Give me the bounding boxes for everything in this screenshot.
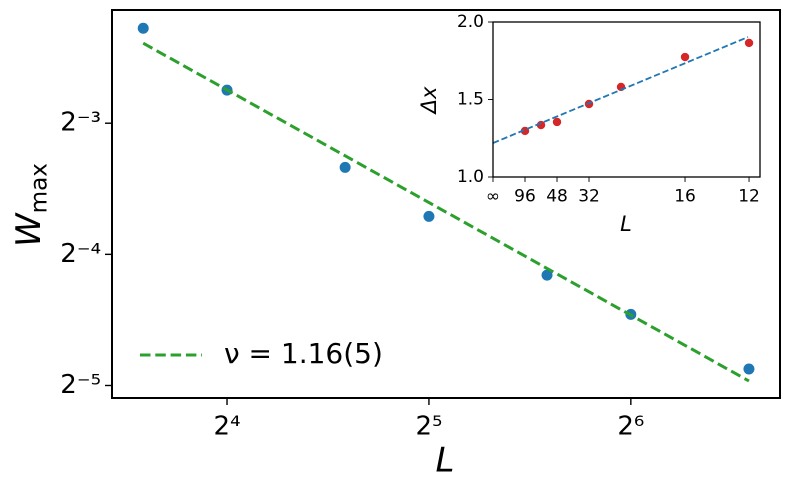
x-tick-label: 2⁶ — [617, 412, 644, 442]
data-point — [339, 161, 351, 173]
x-tick-label: 48 — [546, 186, 568, 206]
x-tick-label: 12 — [738, 186, 760, 206]
data-point — [536, 120, 546, 130]
data-point — [552, 117, 562, 127]
y-tick-label: 2⁻³ — [60, 108, 101, 138]
x-axis-label: L — [436, 441, 455, 481]
data-point — [744, 38, 754, 48]
x-tick-label: 32 — [578, 186, 600, 206]
y-tick-label: 2.0 — [457, 12, 484, 32]
y-tick-label: 1.5 — [457, 90, 484, 110]
y-tick-label: 2⁻⁴ — [60, 239, 101, 269]
x-tick-label: ∞ — [486, 186, 500, 206]
fit-line — [492, 36, 749, 144]
data-point — [743, 363, 755, 375]
x-tick-label: 16 — [674, 186, 696, 206]
x-tick-label: 2⁵ — [415, 412, 442, 442]
y-axis-label-main: W — [9, 212, 49, 247]
x-tick-label: 2⁴ — [214, 412, 241, 442]
data-point — [137, 22, 149, 34]
y-axis-label-sub: max — [26, 163, 52, 213]
y-axis-label: Δx — [417, 86, 441, 115]
y-tick-label: 2⁻⁵ — [60, 370, 101, 400]
x-axis-label: L — [620, 212, 632, 236]
fit-line — [142, 41, 750, 383]
inset-background — [493, 22, 760, 177]
data-point — [680, 52, 690, 62]
x-tick-label: 96 — [514, 186, 536, 206]
axes-frame — [111, 9, 781, 399]
legend-label: ν = 1.16(5) — [224, 337, 383, 370]
data-point — [423, 210, 435, 222]
axes-frame — [492, 21, 761, 178]
y-tick-label: 1.0 — [457, 167, 484, 187]
y-axis-label-main: Δx — [417, 86, 441, 115]
data-point — [541, 269, 553, 281]
y-axis-label: Wmax — [9, 163, 53, 247]
